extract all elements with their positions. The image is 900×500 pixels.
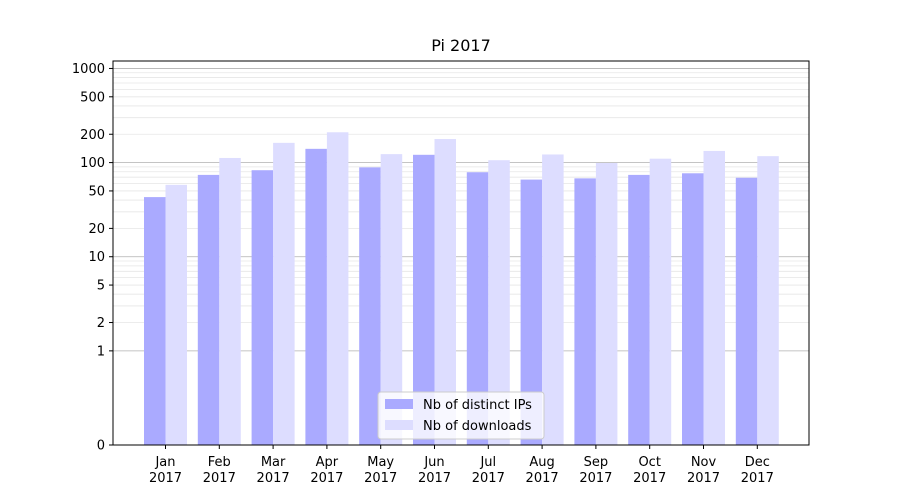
x-tick-label-month: Jul	[479, 455, 496, 470]
chart-title: Pi 2017	[431, 36, 491, 55]
x-tick-label-year: 2017	[579, 471, 612, 486]
x-tick-label-month: Aug	[529, 455, 554, 470]
x-tick-label-year: 2017	[472, 471, 505, 486]
x-tick-label-month: Mar	[261, 455, 286, 470]
x-tick-label-month: Oct	[638, 455, 660, 470]
bar-downloads	[219, 157, 241, 446]
legend-label: Nb of distinct IPs	[423, 398, 532, 413]
y-tick-label: 1	[97, 344, 105, 359]
bar-ips	[359, 167, 381, 446]
x-tick-label-month: Dec	[745, 455, 770, 470]
bars	[144, 132, 779, 446]
x-tick-label-year: 2017	[418, 471, 451, 486]
bar-downloads	[595, 163, 618, 445]
x-tick-label-month: Apr	[316, 455, 339, 470]
x-tick-label-month: May	[367, 455, 394, 470]
legend-box	[377, 391, 545, 440]
x-tick-label-year: 2017	[149, 471, 182, 486]
bar-ips	[413, 154, 435, 446]
y-tick-label: 100	[80, 156, 105, 171]
x-tick-label-year: 2017	[526, 471, 559, 486]
bar-downloads	[273, 142, 295, 445]
x-axis: Jan2017Feb2017Mar2017Apr2017May2017Jun20…	[149, 445, 774, 486]
y-axis: 0 1 2 5 10 20 50 100 200 500 1000	[72, 62, 113, 454]
bar-downloads	[542, 154, 564, 446]
x-tick-label-month: Jun	[423, 455, 444, 470]
y-tick-label: 2	[97, 316, 105, 331]
x-tick-label-year: 2017	[633, 471, 666, 486]
bar-downloads	[488, 160, 510, 445]
bar-ips	[682, 173, 704, 445]
bar-downloads	[703, 150, 725, 445]
legend-label: Nb of downloads	[423, 419, 532, 434]
x-tick-label-year: 2017	[310, 471, 343, 486]
x-tick-label-month: Jan	[154, 455, 175, 470]
bar-downloads	[165, 184, 187, 445]
x-tick-label-month: Sep	[584, 455, 609, 470]
y-tick-label: 200	[80, 128, 105, 143]
x-tick-label-year: 2017	[364, 471, 397, 486]
legend-swatch	[385, 420, 413, 430]
plot-frame	[112, 60, 810, 446]
bar-ips	[520, 179, 543, 446]
x-tick-label-year: 2017	[203, 471, 236, 486]
bar-ips	[251, 170, 274, 445]
bar-downloads	[326, 132, 349, 445]
bar-ips	[466, 172, 489, 445]
x-tick-label-month: Nov	[691, 455, 717, 470]
y-tick-label: 5	[97, 279, 105, 294]
x-tick-label-year: 2017	[257, 471, 290, 486]
bar-ips	[305, 148, 327, 445]
y-tick-label: 500	[80, 90, 105, 105]
x-tick-label-month: Feb	[208, 455, 231, 470]
bar-downloads	[380, 154, 403, 446]
bar-ips	[628, 174, 650, 446]
legend: Nb of distinct IPs Nb of downloads	[377, 391, 545, 440]
x-tick-label-year: 2017	[687, 471, 720, 486]
y-tick-label: 50	[88, 184, 105, 199]
bar-ips	[197, 174, 220, 446]
bar-ips	[574, 178, 596, 445]
y-tick-label: 1000	[72, 62, 105, 77]
bar-downloads	[434, 139, 456, 445]
bar-downloads	[649, 158, 672, 445]
y-tick-label: 20	[88, 222, 105, 237]
bar-downloads	[757, 156, 779, 445]
bar-ips	[735, 177, 758, 446]
x-tick-label-year: 2017	[741, 471, 774, 486]
y-tick-label: 10	[88, 250, 105, 265]
legend-swatch	[385, 399, 413, 409]
y-tick-label: 0	[97, 439, 105, 454]
bar-ips	[144, 197, 166, 445]
